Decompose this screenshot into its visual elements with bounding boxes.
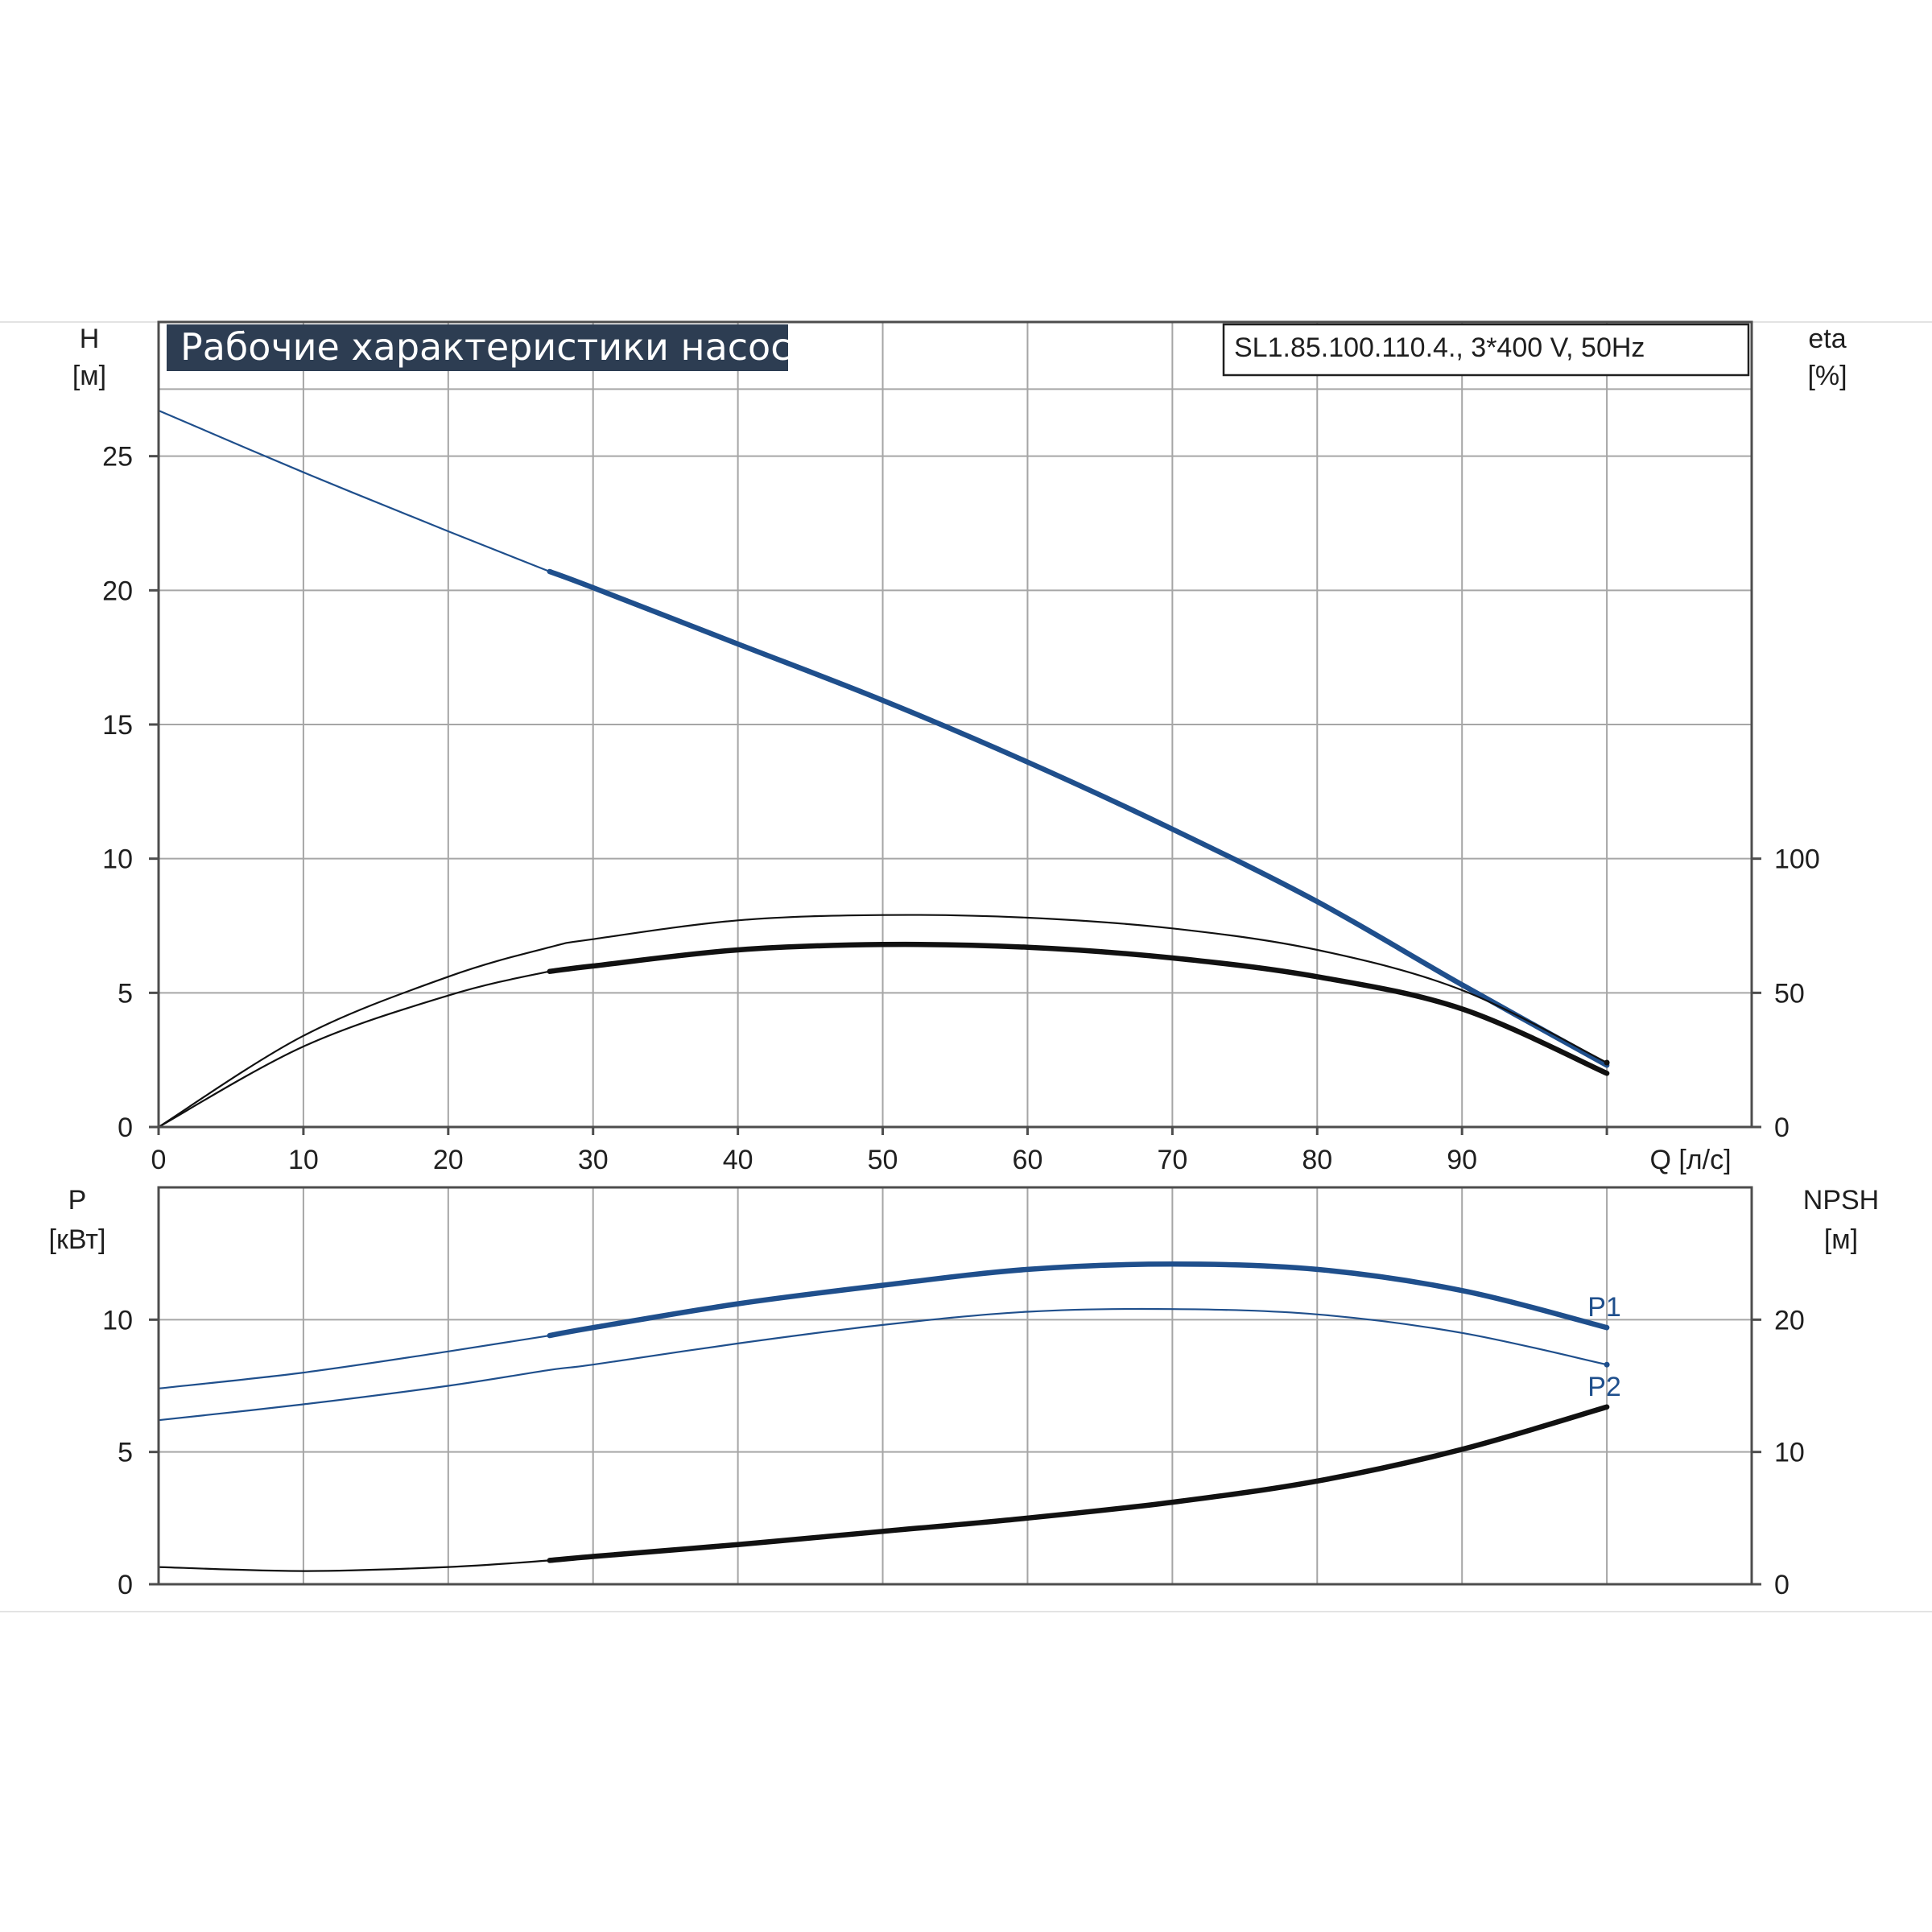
bottom-panel-frame <box>157 1186 1753 1586</box>
series-end-point <box>1604 1361 1610 1368</box>
top-panel-grid <box>159 322 1752 1127</box>
series-operating-range <box>547 1261 1610 1339</box>
series-operating-range <box>547 1404 1610 1563</box>
right-tick-label: 10 <box>1774 1438 1805 1468</box>
top-right-axis-unit: [%] <box>1807 361 1847 391</box>
left-tick-label: 20 <box>102 576 133 606</box>
top-right-axis-name: eta <box>1808 324 1846 354</box>
x-tick-label: 90 <box>1447 1145 1477 1175</box>
x-tick-label: 10 <box>288 1145 319 1175</box>
x-tick-label: 70 <box>1157 1145 1187 1175</box>
top-panel-ticks: 0 5 10 15 20 25 0 50 100 0 10 20 30 40 50 60 70 80 90 <box>102 442 1820 1175</box>
title-box <box>167 324 788 371</box>
model-box <box>1222 323 1750 377</box>
chart-title: Рабочие характеристики насоса <box>180 325 814 369</box>
x-tick-label: 50 <box>868 1145 898 1175</box>
top-left-axis-name: H <box>80 324 100 354</box>
x-tick-label: 0 <box>151 1145 167 1175</box>
right-tick-label: 100 <box>1774 844 1820 875</box>
left-tick-label: 5 <box>118 1438 133 1468</box>
bottom-right-axis-name: NPSH <box>1803 1185 1879 1216</box>
right-tick-label: 20 <box>1774 1305 1805 1335</box>
x-axis-label: Q [л/с] <box>1649 1145 1731 1175</box>
bottom-left-axis-name: P <box>68 1185 87 1216</box>
p2-curve-label: P2 <box>1587 1372 1621 1402</box>
left-tick-label: 0 <box>118 1570 133 1600</box>
series-line-p2 <box>157 1307 1608 1422</box>
top-left-axis-unit: [м] <box>72 361 106 391</box>
right-tick-label: 50 <box>1774 978 1805 1009</box>
left-tick-label: 0 <box>118 1113 133 1143</box>
bottom-panel-curves <box>157 1261 1610 1572</box>
x-tick-label: 80 <box>1302 1145 1332 1175</box>
left-tick-label: 10 <box>102 1305 133 1335</box>
model-label: SL1.85.100.110.4., 3*400 V, 50Hz <box>1234 332 1645 363</box>
right-tick-label: 0 <box>1774 1570 1790 1600</box>
right-tick-label: 0 <box>1774 1113 1790 1143</box>
series-operating-range <box>547 568 1610 1068</box>
x-tick-label: 40 <box>723 1145 753 1175</box>
top-panel-curves <box>157 409 1610 1129</box>
x-tick-label: 60 <box>1013 1145 1043 1175</box>
left-tick-label: 15 <box>102 710 133 741</box>
x-tick-label: 20 <box>433 1145 464 1175</box>
bottom-panel-grid <box>159 1187 1752 1584</box>
series-operating-range <box>547 941 1610 1076</box>
x-tick-label: 30 <box>578 1145 609 1175</box>
series-end-point <box>1604 1059 1610 1066</box>
left-tick-label: 25 <box>102 442 133 473</box>
series-line-top-1 <box>157 914 1608 1129</box>
bottom-right-axis-unit: [м] <box>1824 1224 1858 1255</box>
left-tick-label: 5 <box>118 978 133 1009</box>
p1-curve-label: P1 <box>1587 1292 1621 1323</box>
bottom-left-axis-unit: [кВт] <box>49 1224 106 1255</box>
bottom-panel-ticks: 0 5 10 0 10 20 <box>102 1305 1805 1600</box>
left-tick-label: 10 <box>102 844 133 875</box>
